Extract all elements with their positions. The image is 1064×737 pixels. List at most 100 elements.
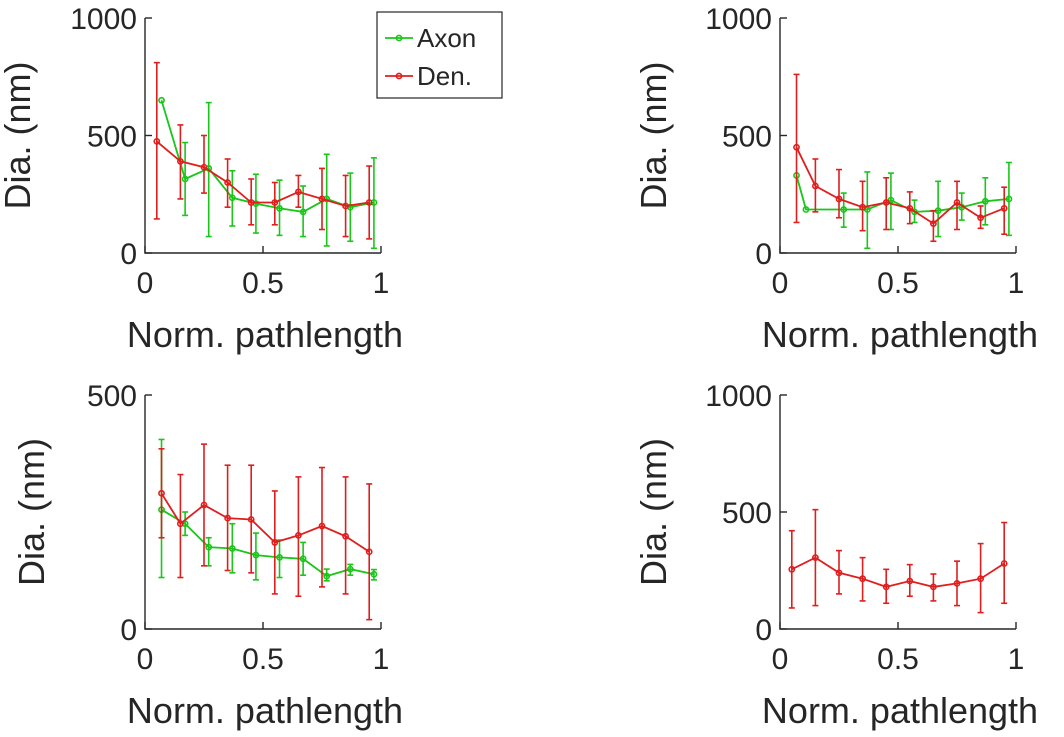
x-tick-label: 1: [1008, 643, 1025, 676]
x-tick-label: 0.5: [242, 267, 284, 300]
data-point: [840, 206, 848, 213]
x-tick-label: 1: [373, 267, 390, 300]
series-den: [158, 443, 373, 621]
x-tick-label: 1: [373, 643, 390, 676]
y-tick-label: 500: [87, 121, 137, 154]
chart-panel-1: 0 500 1000 0 0.5 1 Norm. pathlength Dia. (nm) Ax…: [0, 3, 503, 355]
series-den: [788, 508, 1008, 614]
y-tick-label: 500: [722, 497, 772, 530]
x-tick-label: 1: [1008, 267, 1025, 300]
data-point: [342, 532, 349, 540]
y-tick-label: 0: [120, 614, 137, 647]
series-line: [791, 556, 1005, 588]
data-point: [205, 543, 213, 551]
series-line: [160, 492, 370, 553]
series-axon: [158, 438, 378, 582]
data-point: [977, 214, 984, 222]
data-point: [788, 565, 796, 573]
data-point: [859, 203, 866, 211]
data-point: [318, 195, 326, 203]
legend-label: Axon: [417, 23, 476, 53]
y-axis-label: Dia. (nm): [633, 438, 674, 586]
data-point: [365, 548, 373, 556]
data-point: [247, 516, 255, 523]
data-point: [859, 575, 866, 583]
data-point: [247, 199, 255, 206]
data-point: [224, 514, 231, 522]
data-point: [158, 489, 165, 497]
data-point: [911, 208, 918, 216]
series-line: [795, 146, 1005, 225]
series-line: [161, 508, 375, 578]
data-point: [346, 565, 354, 573]
data-point: [299, 208, 307, 216]
data-point: [276, 204, 283, 212]
legend-label: Den.: [417, 61, 472, 91]
y-tick-label: 0: [755, 238, 772, 271]
data-point: [906, 204, 914, 212]
y-tick-label: 500: [722, 121, 772, 154]
y-axis-label: Dia. (nm): [0, 61, 38, 209]
data-point: [882, 583, 890, 591]
data-point: [342, 202, 349, 210]
data-point: [176, 157, 184, 165]
data-point: [323, 572, 331, 580]
x-tick-label: 0.5: [877, 643, 919, 676]
data-point: [271, 539, 279, 546]
y-tick-label: 1000: [705, 3, 772, 36]
y-axis-label: Dia. (nm): [11, 438, 52, 586]
series-den: [153, 61, 373, 240]
y-tick-label: 500: [87, 380, 137, 413]
legend-swatch-marker: [395, 72, 403, 80]
data-point: [835, 195, 843, 203]
x-tick-label: 0: [137, 267, 154, 300]
data-point: [294, 532, 302, 539]
data-point: [930, 220, 937, 228]
data-point: [158, 96, 165, 104]
data-point: [276, 553, 283, 561]
data-point: [812, 554, 819, 562]
data-point: [228, 194, 236, 202]
series-line: [160, 100, 375, 213]
x-tick-label: 0.5: [877, 267, 919, 300]
x-axis-label: Norm. pathlength: [127, 314, 403, 355]
series-line: [156, 140, 370, 207]
data-point: [365, 199, 373, 206]
data-point: [1000, 560, 1008, 567]
series-axon: [158, 96, 378, 250]
legend: Axon Den.: [376, 11, 503, 99]
data-point: [981, 197, 989, 205]
data-point: [200, 163, 208, 171]
data-point: [835, 569, 843, 577]
data-point: [953, 579, 961, 587]
data-point: [953, 199, 961, 206]
data-point: [299, 555, 307, 563]
x-tick-label: 0: [137, 643, 154, 676]
data-point: [200, 501, 208, 509]
data-point: [370, 570, 378, 578]
data-point: [224, 179, 231, 186]
data-point: [181, 175, 189, 183]
data-point: [930, 583, 937, 591]
data-point: [1000, 204, 1008, 212]
series-den: [793, 73, 1008, 243]
y-tick-label: 1000: [705, 380, 772, 413]
x-axis-label: Norm. pathlength: [762, 690, 1038, 731]
data-point: [252, 551, 260, 559]
data-point: [977, 575, 984, 583]
chart-panel-3: 0 500 0 0.5 1 Norm. pathlength Dia. (nm): [11, 380, 403, 731]
y-tick-label: 1000: [70, 3, 137, 36]
data-point: [793, 143, 800, 151]
y-axis-label: Dia. (nm): [633, 61, 674, 209]
x-tick-label: 0: [772, 267, 789, 300]
y-tick-label: 0: [120, 238, 137, 271]
data-point: [318, 522, 326, 530]
data-point: [802, 206, 810, 213]
data-point: [1005, 195, 1013, 203]
x-tick-label: 0.5: [242, 643, 284, 676]
x-axis-label: Norm. pathlength: [762, 314, 1038, 355]
data-point: [153, 137, 161, 145]
data-point: [294, 188, 302, 196]
chart-panel-2: 0 500 1000 0 0.5 1 Norm. pathlength Dia. (nm): [633, 3, 1038, 355]
